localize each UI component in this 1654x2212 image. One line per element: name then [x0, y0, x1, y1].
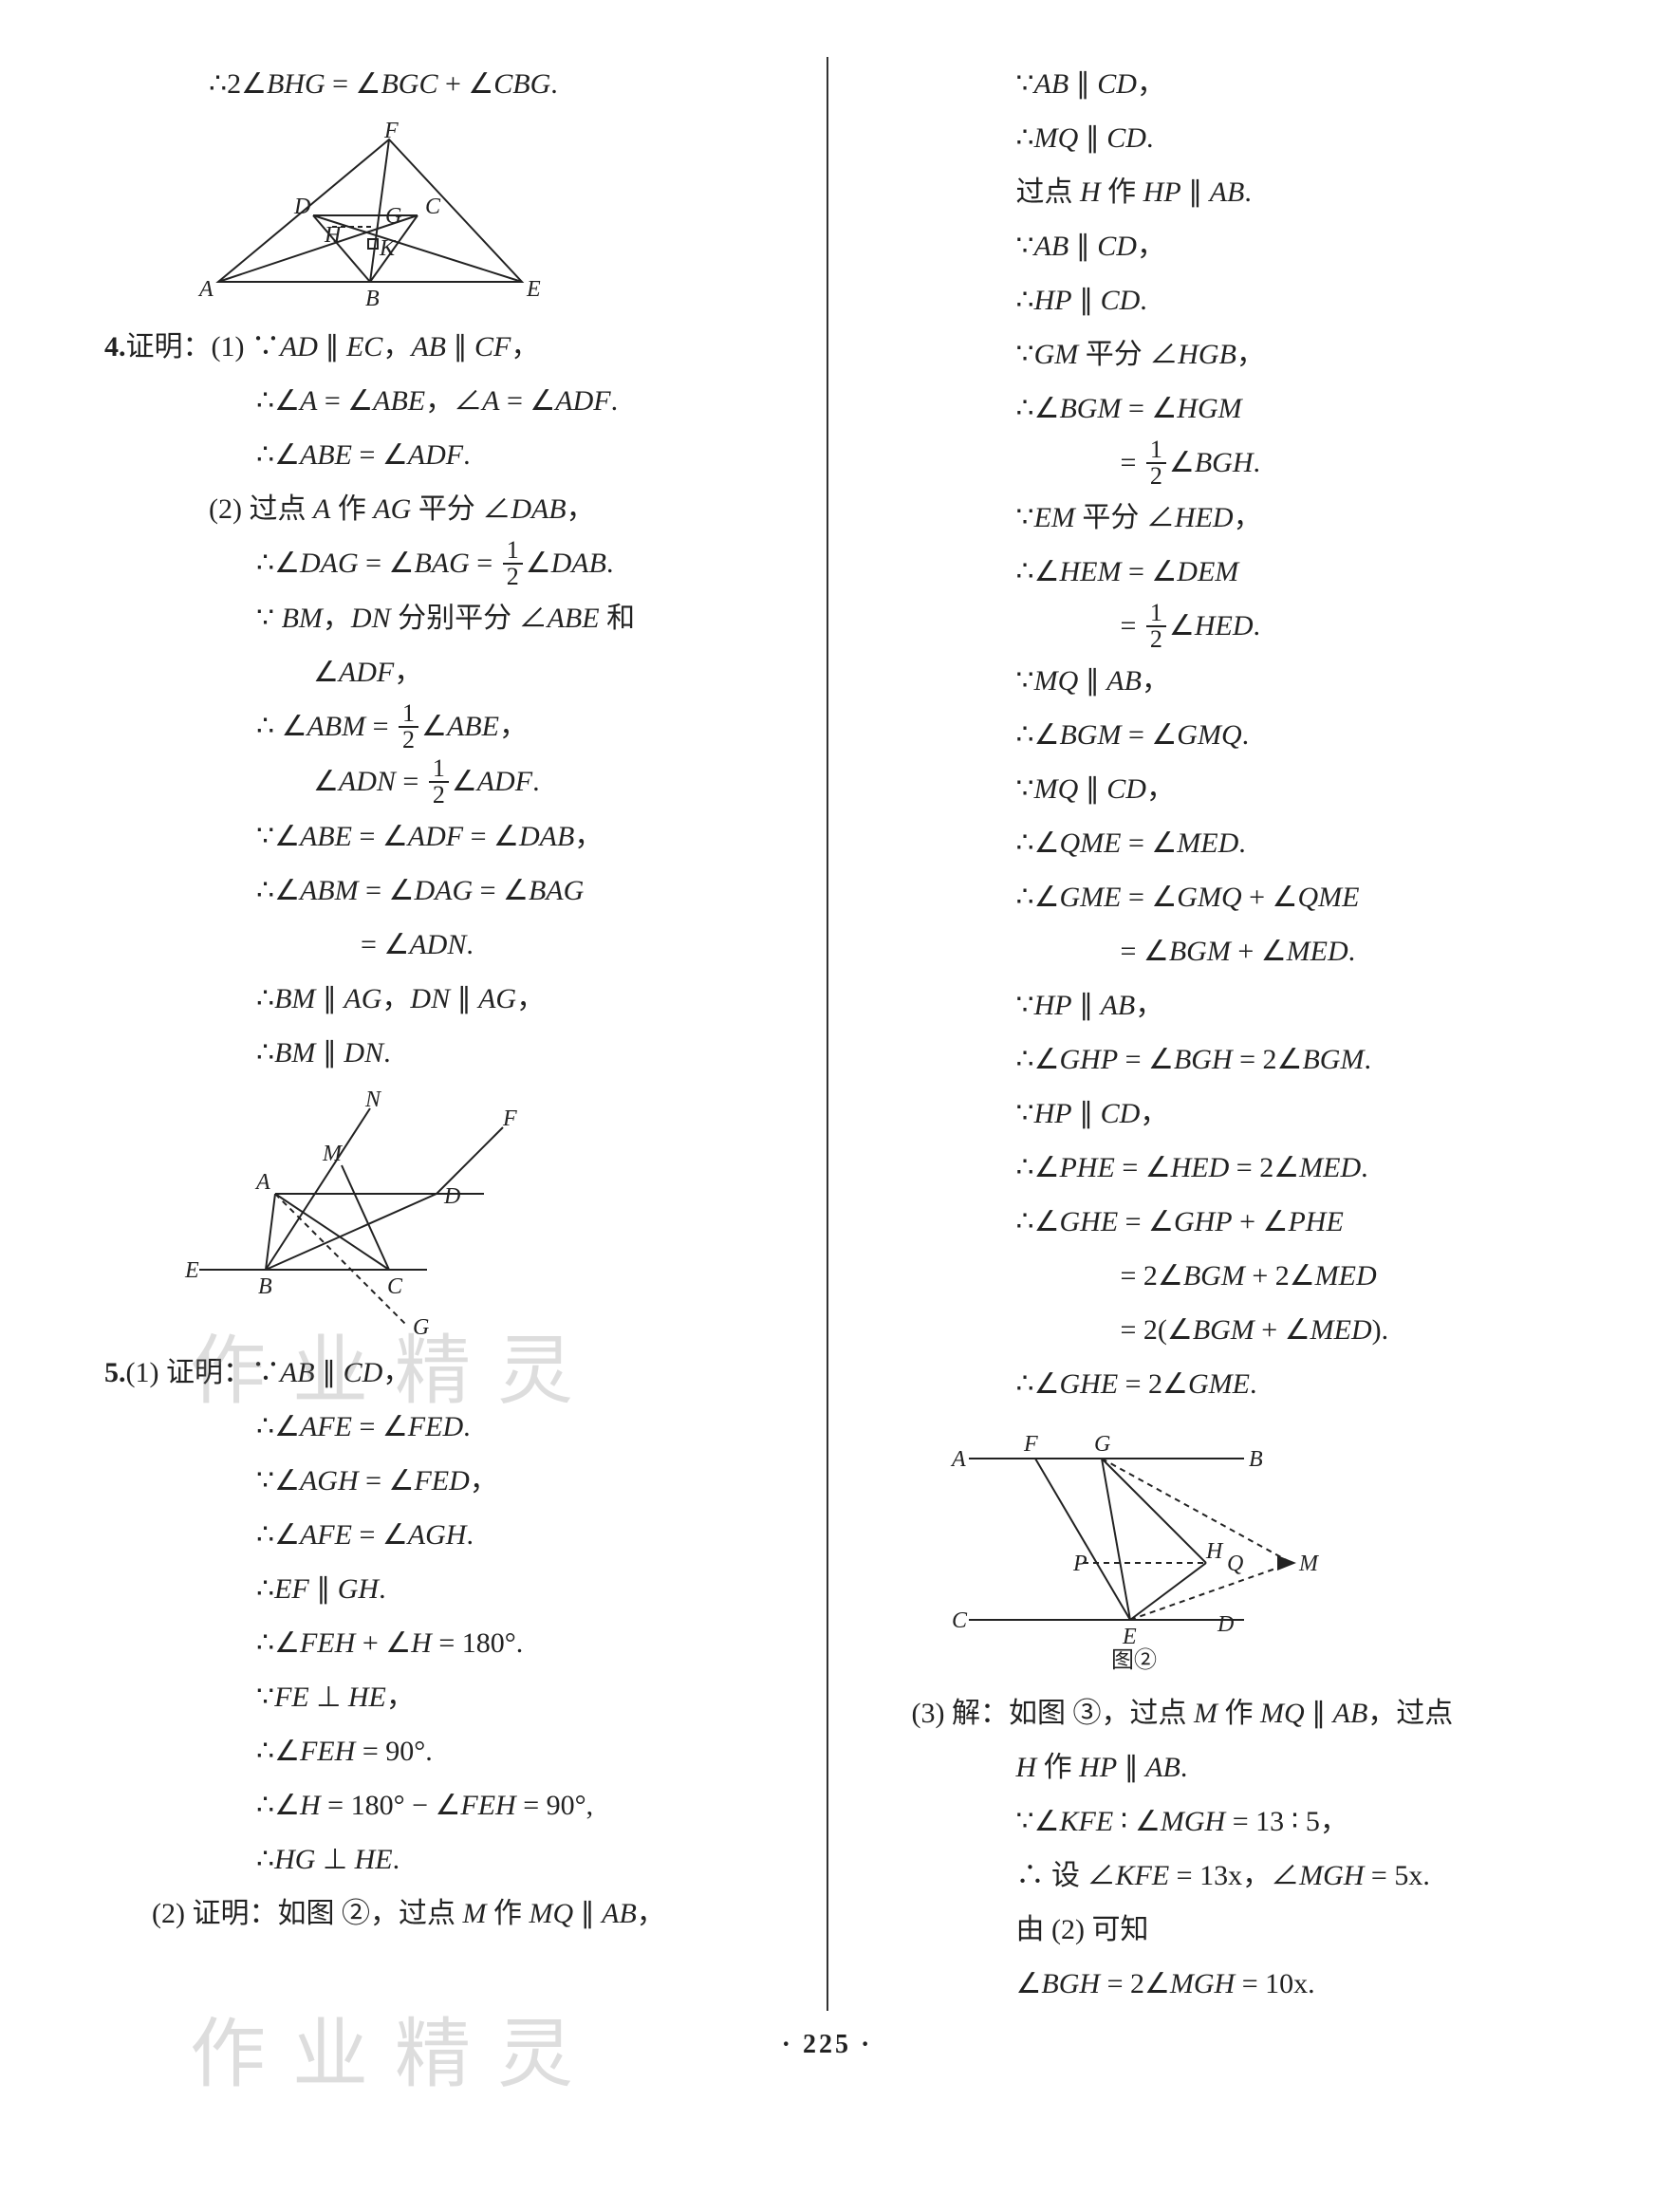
left-column: ∴2∠BHG = ∠BGC + ∠CBG. A B E D C F G H K …	[104, 57, 819, 2011]
math-line: ∵HP ∥ CD，	[864, 1087, 1551, 1141]
svg-text:A: A	[950, 1447, 966, 1472]
math-line: ∴∠QME = ∠MED.	[864, 816, 1551, 870]
math-line: ∴∠AFE = ∠FED.	[104, 1400, 790, 1454]
math-line: ∵AB ∥ CD，	[864, 219, 1551, 273]
math-line: = ∠ADN.	[104, 918, 790, 972]
svg-text:F: F	[1023, 1432, 1038, 1457]
math-line: ∴∠GME = ∠GMQ + ∠QME	[864, 870, 1551, 924]
svg-text:A: A	[197, 277, 214, 302]
math-line: ∵∠KFE ∶ ∠MGH = 13 ∶ 5，	[864, 1794, 1551, 1849]
math-line: ∴∠GHE = ∠GHP + ∠PHE	[864, 1195, 1551, 1249]
svg-text:M: M	[322, 1142, 344, 1166]
math-line: (3) 解：如图 ③，过点 M 作 MQ ∥ AB，过点	[864, 1686, 1551, 1740]
math-line: ∴∠PHE = ∠HED = 2∠MED.	[864, 1141, 1551, 1195]
svg-text:G: G	[413, 1315, 429, 1336]
math-line: = 12∠HED.	[864, 599, 1551, 654]
math-line: ∵GM 平分 ∠HGB，	[864, 327, 1551, 381]
math-line: ∵HP ∥ AB，	[864, 978, 1551, 1032]
page-number: · 225 ·	[104, 2030, 1550, 2060]
svg-text:D: D	[293, 195, 310, 219]
svg-text:E: E	[1122, 1625, 1137, 1649]
math-line: ∵FE ⊥ HE，	[104, 1670, 790, 1724]
math-line: ∴MQ ∥ CD.	[864, 111, 1551, 165]
svg-text:G: G	[385, 204, 401, 229]
math-line: = ∠BGM + ∠MED.	[864, 924, 1551, 978]
math-line: ∴HG ⊥ HE.	[104, 1832, 790, 1887]
math-line: = 2(∠BGM + ∠MED).	[864, 1303, 1551, 1357]
math-line: ∠ADF，	[104, 645, 790, 699]
math-line: ∴BM ∥ AG，DN ∥ AG，	[104, 972, 790, 1026]
two-column-layout: ∴2∠BHG = ∠BGC + ∠CBG. A B E D C F G H K …	[104, 57, 1550, 2011]
diagram-lines-2: E B C A D F N M G	[180, 1089, 579, 1336]
svg-text:G: G	[1094, 1432, 1110, 1457]
math-line: ∵EM 平分 ∠HED，	[864, 491, 1551, 545]
svg-text:F: F	[383, 121, 399, 143]
math-line: ∠ADN = 12∠ADF.	[104, 754, 790, 809]
math-line: ∴∠HEM = ∠DEM	[864, 545, 1551, 599]
svg-text:D: D	[443, 1184, 460, 1209]
diagram-triangle-1: A B E D C F G H K	[180, 121, 560, 310]
svg-text:C: C	[952, 1608, 968, 1633]
math-line: 4.证明：(1) ∵AD ∥ EC，AB ∥ CF，	[104, 320, 790, 374]
math-line: (2) 证明：如图 ②，过点 M 作 MQ ∥ AB，	[104, 1887, 790, 1941]
svg-text:B: B	[258, 1274, 272, 1299]
math-line: ∴∠GHP = ∠BGH = 2∠BGM.	[864, 1032, 1551, 1087]
math-line: ∴∠DAG = ∠BAG = 12∠DAB.	[104, 536, 790, 591]
math-line: ∵MQ ∥ AB，	[864, 654, 1551, 708]
math-line: ∴ 设 ∠KFE = 13x，∠MGH = 5x.	[864, 1849, 1551, 1903]
math-line: 5.(1) 证明：∵AB ∥ CD，	[104, 1346, 790, 1400]
svg-text:D: D	[1217, 1612, 1234, 1637]
math-line: ∵ BM，DN 分别平分 ∠ABE 和	[104, 591, 790, 645]
math-line: = 12∠BGH.	[864, 436, 1551, 491]
svg-text:C: C	[387, 1274, 403, 1299]
math-line: ∵∠ABE = ∠ADF = ∠DAB，	[104, 809, 790, 864]
svg-text:H: H	[324, 223, 343, 248]
svg-text:E: E	[184, 1258, 199, 1283]
math-line: ∵∠AGH = ∠FED，	[104, 1454, 790, 1508]
svg-text:C: C	[425, 195, 441, 219]
svg-text:H: H	[1205, 1539, 1224, 1564]
math-line: ∴∠ABE = ∠ADF.	[104, 428, 790, 482]
math-line: ∵AB ∥ CD，	[864, 57, 1551, 111]
math-line: ∴2∠BHG = ∠BGC + ∠CBG.	[104, 57, 790, 111]
svg-text:K: K	[379, 236, 397, 261]
math-line: ∴∠AFE = ∠AGH.	[104, 1508, 790, 1562]
svg-text:P: P	[1072, 1552, 1087, 1576]
math-line: ∴∠H = 180° − ∠FEH = 90°,	[104, 1778, 790, 1832]
math-line: ∴∠ABM = ∠DAG = ∠BAG	[104, 864, 790, 918]
math-line: ∴∠A = ∠ABE，∠A = ∠ADF.	[104, 374, 790, 428]
svg-text:B: B	[1249, 1447, 1263, 1472]
svg-text:F: F	[502, 1106, 517, 1131]
svg-text:M: M	[1298, 1552, 1320, 1576]
math-line: 由 (2) 可知	[864, 1903, 1551, 1957]
math-line: ∴∠GHE = 2∠GME.	[864, 1357, 1551, 1411]
math-line: ∴∠FEH = 90°.	[104, 1724, 790, 1778]
math-line: H 作 HP ∥ AB.	[864, 1740, 1551, 1794]
math-line: ∠BGH = 2∠MGH = 10x.	[864, 1957, 1551, 2011]
math-line: ∴EF ∥ GH.	[104, 1562, 790, 1616]
svg-text:E: E	[526, 277, 541, 302]
svg-text:Q: Q	[1227, 1552, 1243, 1576]
column-divider	[827, 57, 828, 2011]
diagram-caption: 图②	[1111, 1647, 1157, 1673]
math-line: ∴BM ∥ DN.	[104, 1026, 790, 1080]
math-line: ∴∠FEH + ∠H = 180°.	[104, 1616, 790, 1670]
svg-text:N: N	[364, 1089, 382, 1112]
right-column: ∵AB ∥ CD，∴MQ ∥ CD.过点 H 作 HP ∥ AB.∵AB ∥ C…	[836, 57, 1551, 2011]
math-line: ∴∠BGM = ∠HGM	[864, 381, 1551, 436]
svg-text:A: A	[254, 1170, 270, 1195]
math-line: ∴ ∠ABM = 12∠ABE，	[104, 699, 790, 754]
diagram-parallel-3: A B C D E F G H M P Q 图②	[940, 1421, 1358, 1677]
math-line: ∴∠BGM = ∠GMQ.	[864, 708, 1551, 762]
math-line: ∴HP ∥ CD.	[864, 273, 1551, 327]
math-line: 过点 H 作 HP ∥ AB.	[864, 165, 1551, 219]
svg-text:B: B	[365, 287, 380, 310]
math-line: = 2∠BGM + 2∠MED	[864, 1249, 1551, 1303]
math-line: (2) 过点 A 作 AG 平分 ∠DAB，	[104, 482, 790, 536]
math-line: ∵MQ ∥ CD，	[864, 762, 1551, 816]
